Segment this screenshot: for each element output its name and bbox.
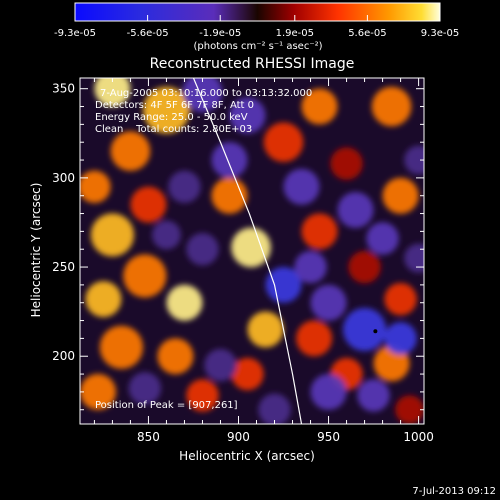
x-tick-label: 1000 — [403, 430, 434, 444]
peak-position-label: Position of Peak = [907,261] — [95, 400, 238, 411]
emission-source — [382, 177, 419, 214]
emission-source — [130, 186, 167, 223]
emission-source — [94, 78, 131, 107]
emission-source — [296, 320, 333, 357]
y-tick-label: 350 — [52, 82, 75, 96]
plot-annotations: 7-Aug-2005 03:10:16.000 to 03:13:32.000 … — [95, 88, 312, 135]
colorbar-tick-label: 1.9e-05 — [276, 28, 314, 39]
colorbar-tick-label: -1.9e-05 — [199, 28, 241, 39]
annotation-clean-counts: Clean Total counts: 2.80E+03 — [95, 124, 252, 135]
emission-source — [166, 284, 203, 321]
negative-residual — [404, 243, 424, 273]
emission-source — [99, 325, 144, 369]
emission-source — [90, 213, 135, 257]
negative-residual — [310, 373, 347, 410]
solar-limb-curve — [192, 78, 303, 424]
negative-residual — [128, 372, 162, 405]
y-axis-tick-labels: 200 250 300 350 — [52, 82, 75, 364]
emission-source — [143, 86, 190, 134]
colorbar-tick-label: 9.3e-05 — [421, 28, 459, 39]
x-tick-label: 900 — [227, 430, 250, 444]
annotation-detectors: Detectors: 4F 5F 6F 7F 8F, Att 0 — [95, 100, 254, 111]
footer-timestamp: 7-Jul-2013 09:12 — [412, 486, 496, 497]
negative-residual — [342, 307, 387, 352]
negative-residual — [357, 379, 390, 412]
emission-source — [231, 227, 271, 268]
emission-source — [123, 254, 167, 298]
negative-residual — [229, 97, 266, 134]
negative-residual — [168, 170, 201, 204]
y-tick-label: 250 — [52, 260, 75, 274]
y-tick-label: 300 — [52, 171, 75, 185]
emission-source — [301, 213, 338, 250]
colorbar-tick-label: 5.6e-05 — [348, 28, 386, 39]
negative-residual — [337, 191, 374, 228]
emission-source — [263, 122, 304, 163]
y-axis-ticks — [80, 88, 424, 411]
negative-residual — [404, 145, 424, 175]
chart-title: Reconstructed RHESSI Image — [150, 56, 355, 72]
x-tick-label: 850 — [137, 430, 160, 444]
emission-source — [247, 311, 284, 348]
y-tick-label: 200 — [52, 349, 75, 363]
colorbar — [74, 2, 441, 22]
negative-residual — [283, 168, 320, 205]
emission-source — [231, 357, 264, 391]
colorbar-ticks — [74, 15, 441, 21]
negative-residual — [152, 220, 181, 250]
x-axis-ticks — [93, 78, 420, 424]
annotation-energy-range: Energy Range: 25.0 - 50.0 keV — [95, 112, 248, 123]
peak-marker — [373, 329, 378, 334]
emission-source — [186, 379, 219, 412]
x-axis-tick-labels: 850 900 950 1000 — [137, 430, 434, 444]
emission-source — [371, 86, 412, 127]
colorbar-tick-label: -5.6e-05 — [127, 28, 169, 39]
emission-source — [384, 282, 417, 316]
emission-source — [330, 147, 363, 180]
emission-source — [157, 338, 194, 375]
plot-frame — [79, 77, 425, 425]
y-axis-label: Heliocentric Y (arcsec) — [29, 183, 43, 318]
negative-residual — [366, 222, 399, 255]
x-axis-label: Heliocentric X (arcsec) — [179, 449, 315, 463]
emission-map — [80, 78, 424, 424]
colorbar-tick-label: -9.3e-05 — [54, 28, 96, 39]
emission-source — [85, 281, 122, 318]
emission-source — [110, 131, 151, 171]
emission-source — [80, 170, 111, 203]
colorbar-tick-labels: -9.3e-05 -5.6e-05 -1.9e-05 1.9e-05 5.6e-05 9.… — [54, 28, 459, 39]
negative-residual — [265, 266, 302, 303]
x-tick-label: 950 — [317, 430, 340, 444]
negative-residual — [384, 322, 417, 355]
colorbar-unit-label: (photons cm⁻² s⁻¹ asec⁻²) — [193, 41, 322, 52]
negative-residual — [204, 348, 237, 382]
negative-residual — [186, 233, 219, 266]
negative-residual — [182, 78, 223, 113]
negative-residual — [258, 393, 291, 424]
annotation-time-range: 7-Aug-2005 03:10:16.000 to 03:13:32.000 — [100, 88, 312, 99]
negative-residual — [294, 250, 327, 284]
emission-source — [80, 373, 117, 410]
emission-source — [301, 88, 338, 125]
negative-residual — [310, 284, 347, 321]
negative-residual — [211, 142, 248, 179]
emission-source — [395, 395, 424, 424]
emission-source — [348, 250, 381, 284]
